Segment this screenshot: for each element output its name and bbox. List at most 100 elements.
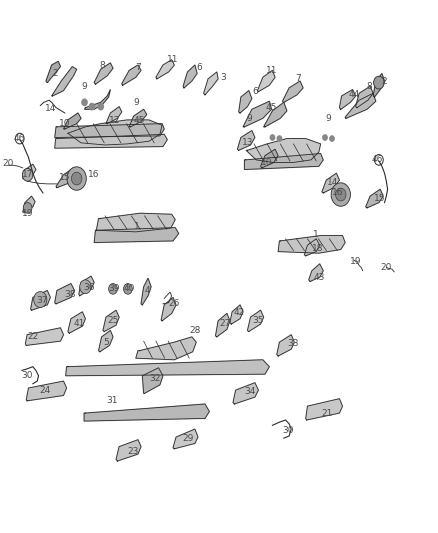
Polygon shape	[247, 310, 264, 332]
Text: 11: 11	[266, 66, 277, 75]
Text: 7: 7	[295, 74, 301, 83]
Polygon shape	[23, 196, 35, 212]
Polygon shape	[309, 264, 323, 281]
Text: 19: 19	[350, 257, 361, 265]
Polygon shape	[233, 383, 258, 404]
Polygon shape	[25, 328, 64, 345]
Text: 18: 18	[312, 245, 324, 253]
Circle shape	[277, 136, 282, 141]
Text: 31: 31	[106, 397, 117, 405]
Polygon shape	[237, 131, 255, 150]
Polygon shape	[142, 368, 163, 393]
Circle shape	[323, 135, 327, 140]
Text: 22: 22	[27, 333, 39, 341]
Text: 15: 15	[59, 173, 71, 182]
Text: 35: 35	[253, 317, 264, 325]
Polygon shape	[366, 189, 383, 208]
Text: 29: 29	[183, 434, 194, 442]
Text: 9: 9	[247, 114, 253, 123]
Text: 42: 42	[233, 309, 244, 317]
Text: 37: 37	[36, 296, 47, 304]
Polygon shape	[322, 173, 339, 193]
Polygon shape	[306, 399, 343, 420]
Polygon shape	[204, 72, 218, 95]
Polygon shape	[122, 65, 141, 85]
Polygon shape	[244, 154, 323, 169]
Text: 14: 14	[45, 104, 56, 112]
Polygon shape	[261, 149, 278, 168]
Text: 10: 10	[261, 158, 273, 167]
Text: 8: 8	[366, 82, 372, 91]
Polygon shape	[173, 429, 198, 449]
Circle shape	[22, 168, 33, 181]
Text: 20: 20	[2, 159, 14, 168]
Text: 33: 33	[287, 340, 298, 348]
Circle shape	[34, 292, 47, 308]
Polygon shape	[99, 330, 113, 352]
Text: 21: 21	[321, 409, 332, 417]
Text: 1: 1	[312, 230, 318, 239]
Text: 45: 45	[134, 117, 145, 125]
Text: 45: 45	[266, 103, 277, 112]
Polygon shape	[243, 101, 272, 127]
Polygon shape	[161, 297, 176, 321]
Text: 30: 30	[21, 372, 33, 380]
Circle shape	[374, 76, 384, 89]
Text: 43: 43	[313, 273, 325, 281]
Circle shape	[67, 167, 86, 190]
Polygon shape	[55, 124, 164, 138]
Polygon shape	[26, 381, 67, 401]
Text: 23: 23	[127, 448, 138, 456]
Polygon shape	[94, 228, 179, 243]
Polygon shape	[116, 440, 141, 461]
Polygon shape	[31, 290, 50, 310]
Text: 6: 6	[252, 87, 258, 96]
Circle shape	[89, 103, 95, 110]
Circle shape	[82, 99, 87, 106]
Polygon shape	[136, 337, 196, 360]
Polygon shape	[94, 63, 113, 84]
Text: 2: 2	[52, 69, 57, 78]
Polygon shape	[68, 120, 162, 145]
Text: 9: 9	[81, 83, 87, 91]
Polygon shape	[277, 335, 294, 356]
Text: 39: 39	[108, 285, 120, 293]
Polygon shape	[339, 90, 356, 109]
Polygon shape	[246, 139, 321, 163]
Text: 5: 5	[103, 338, 110, 346]
Polygon shape	[55, 134, 167, 148]
Polygon shape	[345, 93, 376, 118]
Polygon shape	[66, 360, 269, 376]
Text: 1: 1	[134, 222, 140, 231]
Text: 2: 2	[382, 77, 387, 85]
Circle shape	[23, 203, 32, 213]
Text: 27: 27	[219, 319, 230, 328]
Polygon shape	[183, 65, 197, 88]
Circle shape	[80, 280, 91, 294]
Polygon shape	[106, 107, 122, 124]
Text: 13: 13	[242, 138, 254, 147]
Circle shape	[109, 284, 117, 294]
Text: 9: 9	[133, 99, 139, 107]
Circle shape	[124, 284, 132, 294]
Circle shape	[331, 183, 350, 206]
Text: 46: 46	[13, 134, 25, 143]
Polygon shape	[96, 213, 175, 232]
Text: 41: 41	[74, 319, 85, 328]
Polygon shape	[56, 168, 77, 188]
Polygon shape	[85, 90, 110, 109]
Text: 30: 30	[283, 426, 294, 435]
Text: 40: 40	[123, 285, 134, 293]
Text: 11: 11	[167, 55, 178, 64]
Circle shape	[98, 103, 103, 110]
Text: 15: 15	[374, 194, 386, 203]
Text: 36: 36	[83, 284, 95, 292]
Text: 10: 10	[59, 119, 71, 128]
Text: 6: 6	[197, 63, 203, 72]
Text: 25: 25	[107, 317, 119, 325]
Polygon shape	[156, 60, 174, 79]
Text: 32: 32	[149, 374, 160, 383]
Polygon shape	[373, 74, 385, 97]
Text: 16: 16	[88, 171, 99, 179]
Text: 38: 38	[65, 290, 76, 298]
